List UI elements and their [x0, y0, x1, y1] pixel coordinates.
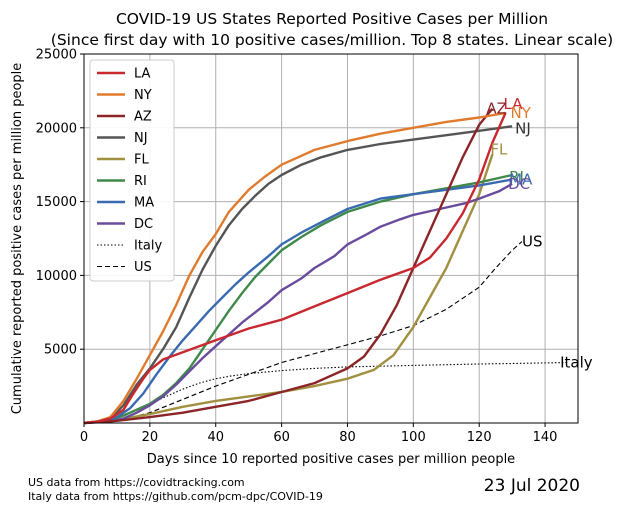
x-axis-label: Days since 10 reported positive cases pe…: [147, 452, 515, 467]
end-label-ri: RI: [509, 168, 524, 186]
legend-label-italy: Italy: [134, 239, 163, 254]
end-label-nj: NJ: [515, 119, 531, 137]
series-line-ny: [83, 111, 506, 425]
end-label-us: US: [522, 232, 543, 250]
series-line-ma: [83, 178, 513, 425]
end-label-dc: DC: [508, 175, 530, 193]
end-label-ny: NY: [511, 104, 532, 122]
ticks: 0 20 40 60 80 100 120 140 5000 10000 15000 20000 250…: [36, 48, 558, 446]
y-tick-label: 20000: [36, 121, 77, 136]
series-line-ri: [83, 173, 513, 425]
legend-label-ri: RI: [134, 174, 147, 189]
legend-label-ma: MA: [134, 196, 154, 211]
footnote-italy-source: Italy data from https://github.com/pcm-d…: [28, 490, 323, 503]
legend-label-fl: FL: [134, 153, 149, 168]
y-tick-label: 25000: [36, 48, 77, 63]
x-tick-label: 0: [80, 430, 88, 445]
legend-label-ny: NY: [134, 88, 152, 103]
legend-label-us: US: [134, 260, 152, 275]
series-line-dc: [83, 182, 513, 425]
series-line-us: [83, 241, 523, 424]
x-tick-label: 120: [467, 430, 492, 445]
end-label-az: AZ: [486, 100, 507, 118]
y-axis-label: Cumulative reported positive cases per m…: [10, 63, 25, 415]
legend-label-nj: NJ: [134, 131, 148, 146]
legend-label-la: LA: [134, 67, 151, 82]
plot-frame: [83, 53, 579, 424]
series-line-fl: [83, 154, 494, 425]
series-layer: [83, 107, 569, 425]
x-tick-label: 140: [533, 430, 558, 445]
end-label-italy: Italy: [560, 353, 593, 371]
x-tick-label: 60: [273, 430, 290, 445]
x-tick-label: 40: [207, 430, 224, 445]
y-tick-label: 5000: [44, 343, 77, 358]
end-label-ma: MA: [509, 170, 533, 188]
end-label-la: LA: [504, 95, 524, 113]
y-tick-label: 15000: [36, 195, 77, 210]
series-line-italy: [83, 361, 569, 424]
chart-subtitle: (Since first day with 10 positive cases/…: [51, 31, 613, 49]
legend-label-az: AZ: [134, 110, 152, 125]
chart-title: COVID-19 US States Reported Positive Cas…: [116, 10, 548, 28]
series-line-nj: [83, 125, 513, 425]
end-label-fl: FL: [490, 140, 508, 158]
footnote-us-source: US data from https://covidtracking.com: [28, 476, 245, 489]
series-line-la: [83, 112, 507, 425]
x-tick-label: 100: [401, 430, 426, 445]
x-tick-label: 20: [142, 430, 159, 445]
legend: LA NY AZ NJ FL RI MA DC Italy US: [89, 59, 175, 282]
y-tick-label: 10000: [36, 269, 77, 284]
legend-label-dc: DC: [134, 217, 153, 232]
x-tick-label: 80: [339, 430, 356, 445]
date-label: 23 Jul 2020: [483, 476, 580, 496]
series-line-az: [83, 107, 494, 425]
